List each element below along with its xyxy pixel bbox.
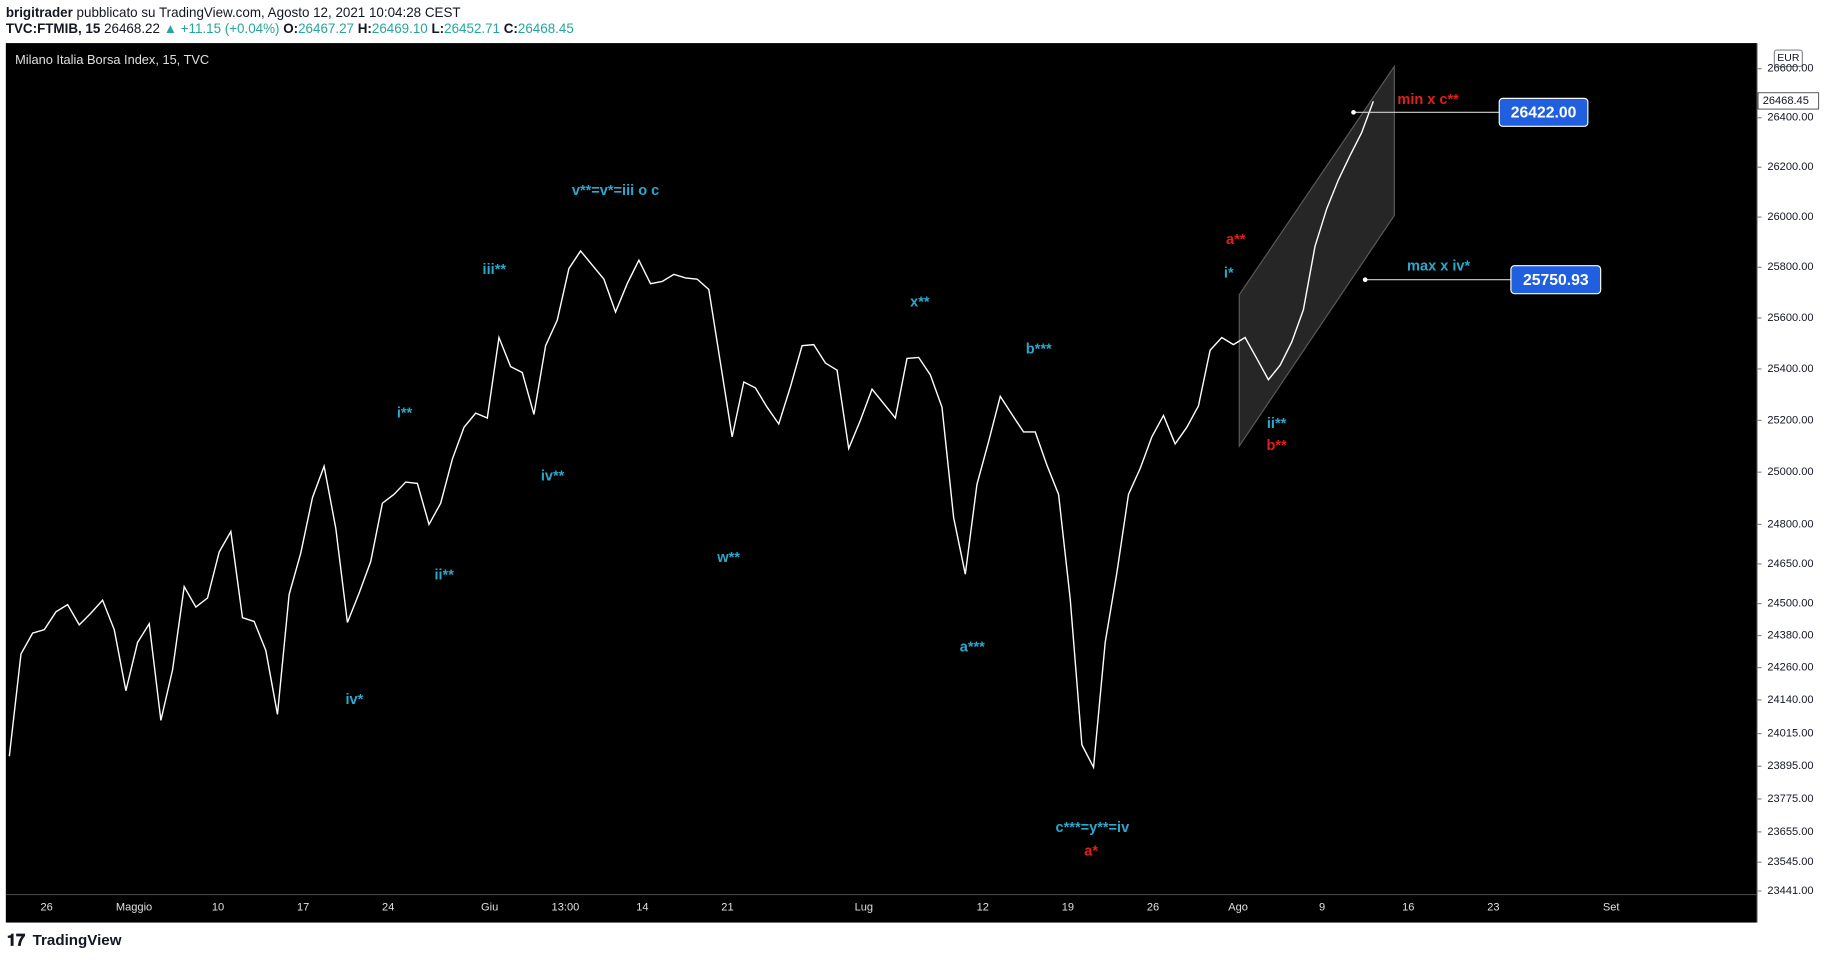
open: 26467.27 [298, 21, 354, 36]
wave-label: w** [716, 550, 740, 566]
x-tick-label: 24 [382, 901, 394, 913]
author: brigitrader [6, 4, 74, 19]
wave-label: x** [910, 295, 930, 311]
x-tick-label: 13:00 [552, 901, 580, 913]
close: 26468.45 [518, 21, 574, 36]
price-level-label: 26422.00 [1511, 105, 1577, 122]
channel [1238, 64, 1395, 449]
wave-label: iii** [483, 262, 507, 278]
y-tick-label: 26200.00 [1767, 161, 1813, 173]
y-tick-label: 25000.00 [1767, 466, 1813, 478]
y-tick-label: 25600.00 [1767, 312, 1813, 324]
wave-label: min x c** [1397, 92, 1459, 108]
high: 26469.10 [372, 21, 428, 36]
x-tick-label: 10 [212, 901, 224, 913]
y-tick-label: 25400.00 [1767, 363, 1813, 375]
y-tick-label: 24015.00 [1767, 728, 1813, 740]
x-tick-label: 19 [1062, 901, 1074, 913]
y-tick-label: 26000.00 [1767, 211, 1813, 223]
price-level-box [1510, 265, 1602, 295]
x-tick-label: Lug [855, 901, 873, 913]
wave-label: i** [397, 405, 413, 421]
logo-mark: 𝟏𝟕 [7, 932, 25, 950]
y-tick-label: 23441.00 [1767, 885, 1813, 897]
wave-label: a* [1084, 843, 1098, 859]
wave-label: c***=y**=iv [1056, 820, 1131, 836]
wave-label: iv** [541, 468, 565, 484]
wave-label: b*** [1026, 341, 1052, 357]
published: pubblicato su TradingView.com, Agosto 12… [77, 4, 461, 19]
y-tick-label: 24260.00 [1767, 662, 1813, 674]
y-tick-label: 25200.00 [1767, 414, 1813, 426]
change: ▲ +11.15 (+0.04%) [164, 21, 280, 36]
currency: EUR [1777, 53, 1800, 64]
price-line [8, 101, 1374, 770]
x-tick-label: 16 [1402, 901, 1414, 913]
x-tick-label: 14 [636, 901, 648, 913]
y-tick-label: 24500.00 [1767, 598, 1813, 610]
price-level-dot [1362, 277, 1368, 283]
price: 26468.22 [104, 21, 160, 36]
y-tick-label: 23895.00 [1767, 760, 1813, 772]
x-tick-label: Giu [481, 901, 498, 913]
high-label: H: [358, 21, 372, 36]
x-tick-label: 9 [1319, 901, 1325, 913]
y-tick-label: 23775.00 [1767, 793, 1813, 805]
price-level-dot [1351, 110, 1356, 115]
wave-label: max x iv* [1407, 259, 1470, 275]
y-tick-label: 24140.00 [1767, 694, 1813, 706]
chart-title: Milano Italia Borsa Index, 15, TVC [15, 52, 209, 67]
wave-label: b** [1266, 438, 1287, 454]
price-level-box [1498, 97, 1589, 127]
x-tick-label: 21 [721, 901, 733, 913]
x-tick-label: 12 [977, 901, 989, 913]
x-tick-label: Ago [1228, 901, 1248, 913]
current-price-box [1757, 92, 1820, 110]
symbol: TVC:FTMIB, 15 [6, 21, 101, 36]
y-tick-label: 24800.00 [1767, 518, 1813, 530]
wave-label: a*** [960, 640, 985, 656]
y-tick-label: 24380.00 [1767, 629, 1813, 641]
low-label: L: [432, 21, 445, 36]
footer-logo: 𝟏𝟕 TradingView [7, 932, 122, 950]
wave-label: v**=v*=iii o c [572, 183, 659, 199]
wave-label: ii** [1267, 416, 1287, 432]
y-tick-label: 26600.00 [1767, 63, 1813, 75]
wave-label: ii** [434, 567, 454, 583]
y-tick-label: 25800.00 [1767, 261, 1813, 273]
wave-label: iv* [346, 692, 364, 708]
x-tick-label: Maggio [116, 901, 152, 913]
header-line: brigitrader pubblicato su TradingView.co… [6, 4, 461, 19]
y-tick-label: 23655.00 [1767, 826, 1813, 838]
ohlc-line: TVC:FTMIB, 15 26468.22 ▲ +11.15 (+0.04%)… [6, 21, 574, 36]
close-label: C: [504, 21, 518, 36]
plot-background [5, 43, 1757, 923]
low: 26452.71 [444, 21, 500, 36]
x-tick-label: 23 [1487, 901, 1499, 913]
y-tick-label: 24650.00 [1767, 558, 1813, 570]
x-tick-label: 26 [40, 901, 52, 913]
price-level-label: 25750.93 [1523, 272, 1589, 289]
logo-text: TradingView [33, 932, 122, 949]
x-tick-label: Set [1603, 901, 1620, 913]
x-tick-label: 26 [1147, 901, 1159, 913]
current-price-label: 26468.45 [1763, 95, 1809, 107]
wave-label: i* [1224, 266, 1234, 282]
wave-label: a** [1226, 232, 1246, 248]
x-tick-label: 17 [297, 901, 309, 913]
open-label: O: [283, 21, 298, 36]
y-tick-label: 26400.00 [1767, 112, 1813, 124]
currency-box [1773, 49, 1803, 67]
y-tick-label: 23545.00 [1767, 856, 1813, 868]
